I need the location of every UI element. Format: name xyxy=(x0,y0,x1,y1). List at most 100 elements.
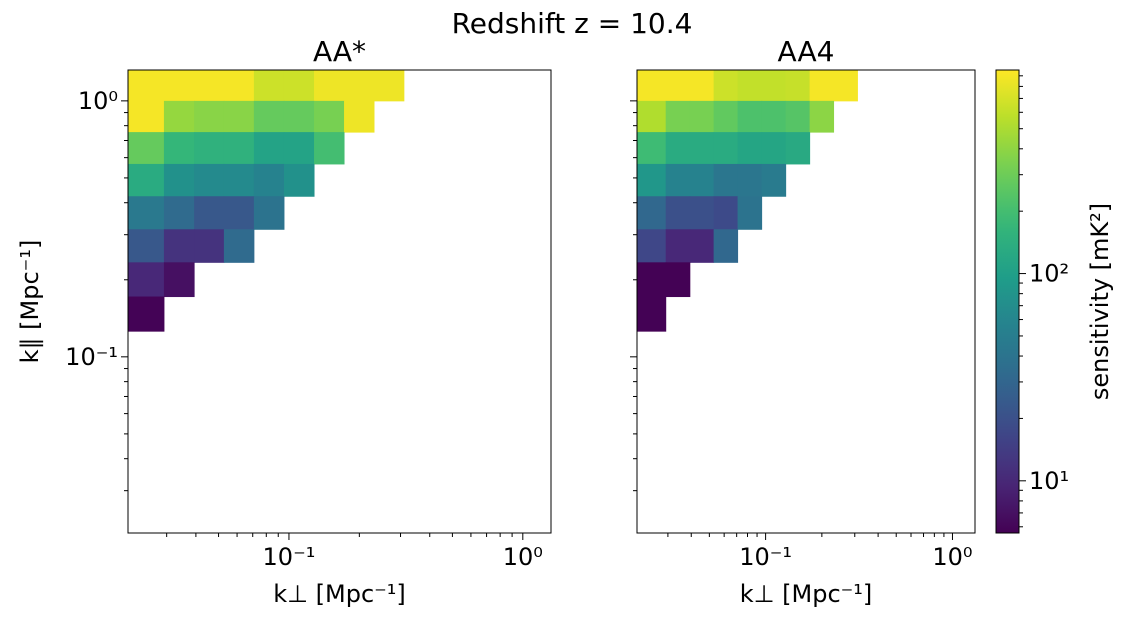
heatmap-cell xyxy=(761,163,787,197)
heatmap-cell xyxy=(689,229,715,263)
heatmap-cell xyxy=(128,163,165,197)
heatmap-cell xyxy=(128,100,165,133)
heatmap-cell xyxy=(253,70,285,102)
colorbar-tick-label: 10¹ xyxy=(1029,467,1069,495)
heatmap-cell xyxy=(713,229,739,263)
heatmap-cell xyxy=(637,196,667,230)
heatmap-cell xyxy=(665,196,691,230)
heatmap-cell xyxy=(314,70,345,102)
heatmap-cell xyxy=(194,229,225,263)
heatmap-cell xyxy=(637,296,667,332)
colorbar-label: sensitivity [mK²] xyxy=(1086,203,1114,400)
heatmap-cell xyxy=(737,163,763,197)
axes-frame xyxy=(636,69,976,534)
heatmap-cell xyxy=(253,132,285,165)
heatmap-cell xyxy=(761,100,787,133)
heatmap-cell xyxy=(163,229,195,263)
figure-title: Redshift z = 10.4 xyxy=(452,7,693,40)
heatmap-cell xyxy=(737,100,763,133)
heatmap-cell xyxy=(713,132,739,165)
heatmap-cell xyxy=(194,70,225,102)
heatmap-cell xyxy=(713,196,739,230)
heatmap-cell xyxy=(194,163,225,197)
heatmap-cell xyxy=(253,196,285,230)
heatmap-cell xyxy=(637,229,667,263)
x-tick-label: 10⁰ xyxy=(503,543,543,571)
x-tick-label: 10⁰ xyxy=(932,543,972,571)
heatmap-cell xyxy=(809,70,835,102)
heatmap-cell xyxy=(713,100,739,133)
y-tick-label: 10⁻¹ xyxy=(65,343,118,371)
heatmap-cell xyxy=(689,100,715,133)
heatmap-cell xyxy=(689,70,715,102)
heatmap-cell xyxy=(637,100,667,133)
heatmap-cell xyxy=(128,132,165,165)
heatmap-cell xyxy=(665,100,691,133)
heatmap-cell xyxy=(809,100,835,133)
heatmap-cell xyxy=(314,132,345,165)
heatmap-cell xyxy=(163,196,195,230)
heatmap-cell xyxy=(283,163,315,197)
heatmap-cell xyxy=(194,132,225,165)
heatmap-cell xyxy=(665,262,691,298)
heatmap-cell xyxy=(737,70,763,102)
heatmap-cell xyxy=(194,100,225,133)
heatmap-cell xyxy=(689,163,715,197)
x-tick-label: 10⁻¹ xyxy=(263,543,316,571)
heatmap-cell xyxy=(665,70,691,102)
heatmap-cell xyxy=(128,229,165,263)
heatmap-cell xyxy=(163,100,195,133)
heatmap-cell xyxy=(163,132,195,165)
heatmap-cell xyxy=(737,196,763,230)
heatmap-cell xyxy=(785,70,811,102)
colorbar-tick-label: 10² xyxy=(1029,260,1069,288)
heatmap-cell xyxy=(665,229,691,263)
heatmap-cell xyxy=(637,163,667,197)
heatmap-cell xyxy=(713,70,739,102)
heatmap-cell xyxy=(689,132,715,165)
heatmap-cell xyxy=(344,70,375,102)
heatmap-cell xyxy=(665,132,691,165)
heatmap-cell xyxy=(223,100,255,133)
heatmap-cell xyxy=(128,70,165,102)
heatmap-cell xyxy=(314,100,345,133)
heatmap-cell xyxy=(163,70,195,102)
colorbar-frame xyxy=(995,69,1020,534)
heatmap-cell xyxy=(689,196,715,230)
heatmap-cell xyxy=(223,163,255,197)
heatmap-cell xyxy=(194,196,225,230)
heatmap-cell xyxy=(833,70,858,102)
y-tick-label: 10⁰ xyxy=(78,87,118,115)
x-axis-label: k⊥ [Mpc⁻¹] xyxy=(273,580,406,608)
subplot-title: AA4 xyxy=(778,35,835,68)
heatmap-cell xyxy=(283,132,315,165)
heatmap-cell xyxy=(283,70,315,102)
heatmap-cell xyxy=(373,70,405,102)
heatmap-cell xyxy=(163,262,195,298)
heatmap-cell xyxy=(665,163,691,197)
colorbar xyxy=(996,70,1019,533)
heatmap-cell xyxy=(637,132,667,165)
heatmap-cell xyxy=(128,262,165,298)
x-tick-label: 10⁻¹ xyxy=(739,543,792,571)
heatmap-cell xyxy=(163,163,195,197)
heatmap-cell xyxy=(223,132,255,165)
heatmap-cell xyxy=(253,100,285,133)
heatmap-cell xyxy=(761,132,787,165)
heatmap-cell xyxy=(761,70,787,102)
heatmap-cell xyxy=(223,229,255,263)
axes-frame xyxy=(127,69,552,534)
heatmap-cell xyxy=(223,196,255,230)
heatmap-cell xyxy=(785,132,811,165)
heatmap-cell xyxy=(344,100,375,133)
heatmap-cell xyxy=(223,70,255,102)
heatmap-cell xyxy=(637,262,667,298)
heatmap-cell xyxy=(785,100,811,133)
heatmap-cell xyxy=(283,100,315,133)
heatmap-cell xyxy=(128,196,165,230)
heatmap-cell xyxy=(713,163,739,197)
y-axis-label: k∥ [Mpc⁻¹] xyxy=(16,240,44,364)
subplot-title: AA* xyxy=(313,35,366,68)
x-axis-label: k⊥ [Mpc⁻¹] xyxy=(740,580,873,608)
